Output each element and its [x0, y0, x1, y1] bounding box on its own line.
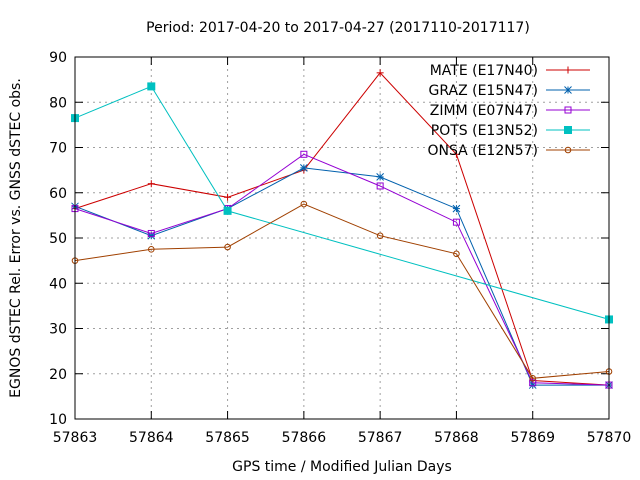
data-point: [452, 150, 460, 158]
data-point: [147, 246, 155, 253]
data-point: [564, 86, 572, 94]
x-tick-label: 57868: [434, 430, 479, 446]
legend-label: ONSA (E12N57): [427, 143, 538, 159]
x-tick-labels: 57863 57864 57865 57866 57867 57868 57869 57870: [53, 430, 632, 446]
legend-label: MATE (E17N40): [430, 63, 538, 79]
data-point: [376, 232, 384, 240]
data-point: [376, 69, 384, 77]
data-point: [564, 106, 572, 114]
legend-entry: ONSA (E12N57): [427, 143, 590, 159]
y-tick-label: 10: [49, 412, 67, 428]
series-line: [74, 85, 610, 320]
y-tick-label: 90: [49, 50, 67, 66]
y-axis-label: EGNOS dSTEC Rel. Error vs. GNSS dSTEC ob…: [8, 78, 24, 398]
data-point: [224, 193, 232, 201]
series-line: [74, 72, 610, 386]
data-point: [300, 164, 308, 172]
series-line: [74, 153, 610, 386]
y-tick-label: 50: [49, 231, 67, 247]
data-point: [147, 180, 155, 188]
x-tick-label: 57866: [282, 430, 327, 446]
data-point: [529, 374, 537, 382]
y-tick-label: 20: [49, 367, 67, 383]
legend: MATE (E17N40) GRAZ (E15N47) ZIMM (E07N47) P…: [427, 63, 590, 159]
data-point: [300, 200, 308, 208]
legend-entry: POTS (E13N52): [431, 123, 590, 139]
data-point: [376, 182, 384, 190]
x-tick-label: 57870: [587, 430, 632, 446]
legend-label: POTS (E13N52): [431, 123, 538, 139]
series: [71, 200, 613, 382]
data-point: [452, 204, 461, 213]
data-point: [453, 250, 460, 258]
y-tick-label: 70: [49, 141, 67, 157]
data-point: [376, 173, 384, 181]
data-point: [564, 146, 572, 154]
data-point: [147, 229, 155, 237]
y-tick-label: 60: [49, 186, 67, 202]
y-tick-labels: 10 20 30 40 50 60 70 80 90: [49, 50, 67, 428]
y-tick-label: 80: [49, 95, 67, 111]
x-tick-label: 57869: [510, 430, 555, 446]
x-tick-label: 57864: [129, 430, 174, 446]
data-point: [452, 218, 460, 226]
legend-entry: MATE (E17N40): [430, 63, 590, 79]
x-tick-label: 57867: [358, 430, 403, 446]
series: [71, 164, 613, 389]
data-point: [300, 150, 308, 158]
data-point: [224, 243, 231, 251]
data-point: [223, 206, 232, 215]
legend-label: ZIMM (E07N47): [430, 103, 538, 119]
legend-entry: GRAZ (E15N47): [429, 83, 590, 99]
data-point: [147, 82, 156, 91]
y-tick-label: 30: [49, 322, 67, 338]
series: [71, 150, 613, 389]
series-line: [74, 203, 610, 379]
plot-frame: [74, 56, 610, 420]
data-point: [564, 126, 572, 134]
y-tick-label: 40: [49, 276, 67, 292]
x-tick-label: 57865: [205, 430, 250, 446]
legend-label: GRAZ (E15N47): [429, 83, 539, 99]
data-point: [529, 379, 537, 387]
legend-entry: ZIMM (E07N47): [430, 103, 590, 119]
x-tick-label: 57863: [53, 430, 98, 446]
series-line: [74, 167, 609, 386]
chart-title: Period: 2017-04-20 to 2017-04-27 (201711…: [146, 20, 530, 36]
data-point: [564, 66, 572, 74]
x-axis-label: GPS time / Modified Julian Days: [232, 459, 452, 475]
